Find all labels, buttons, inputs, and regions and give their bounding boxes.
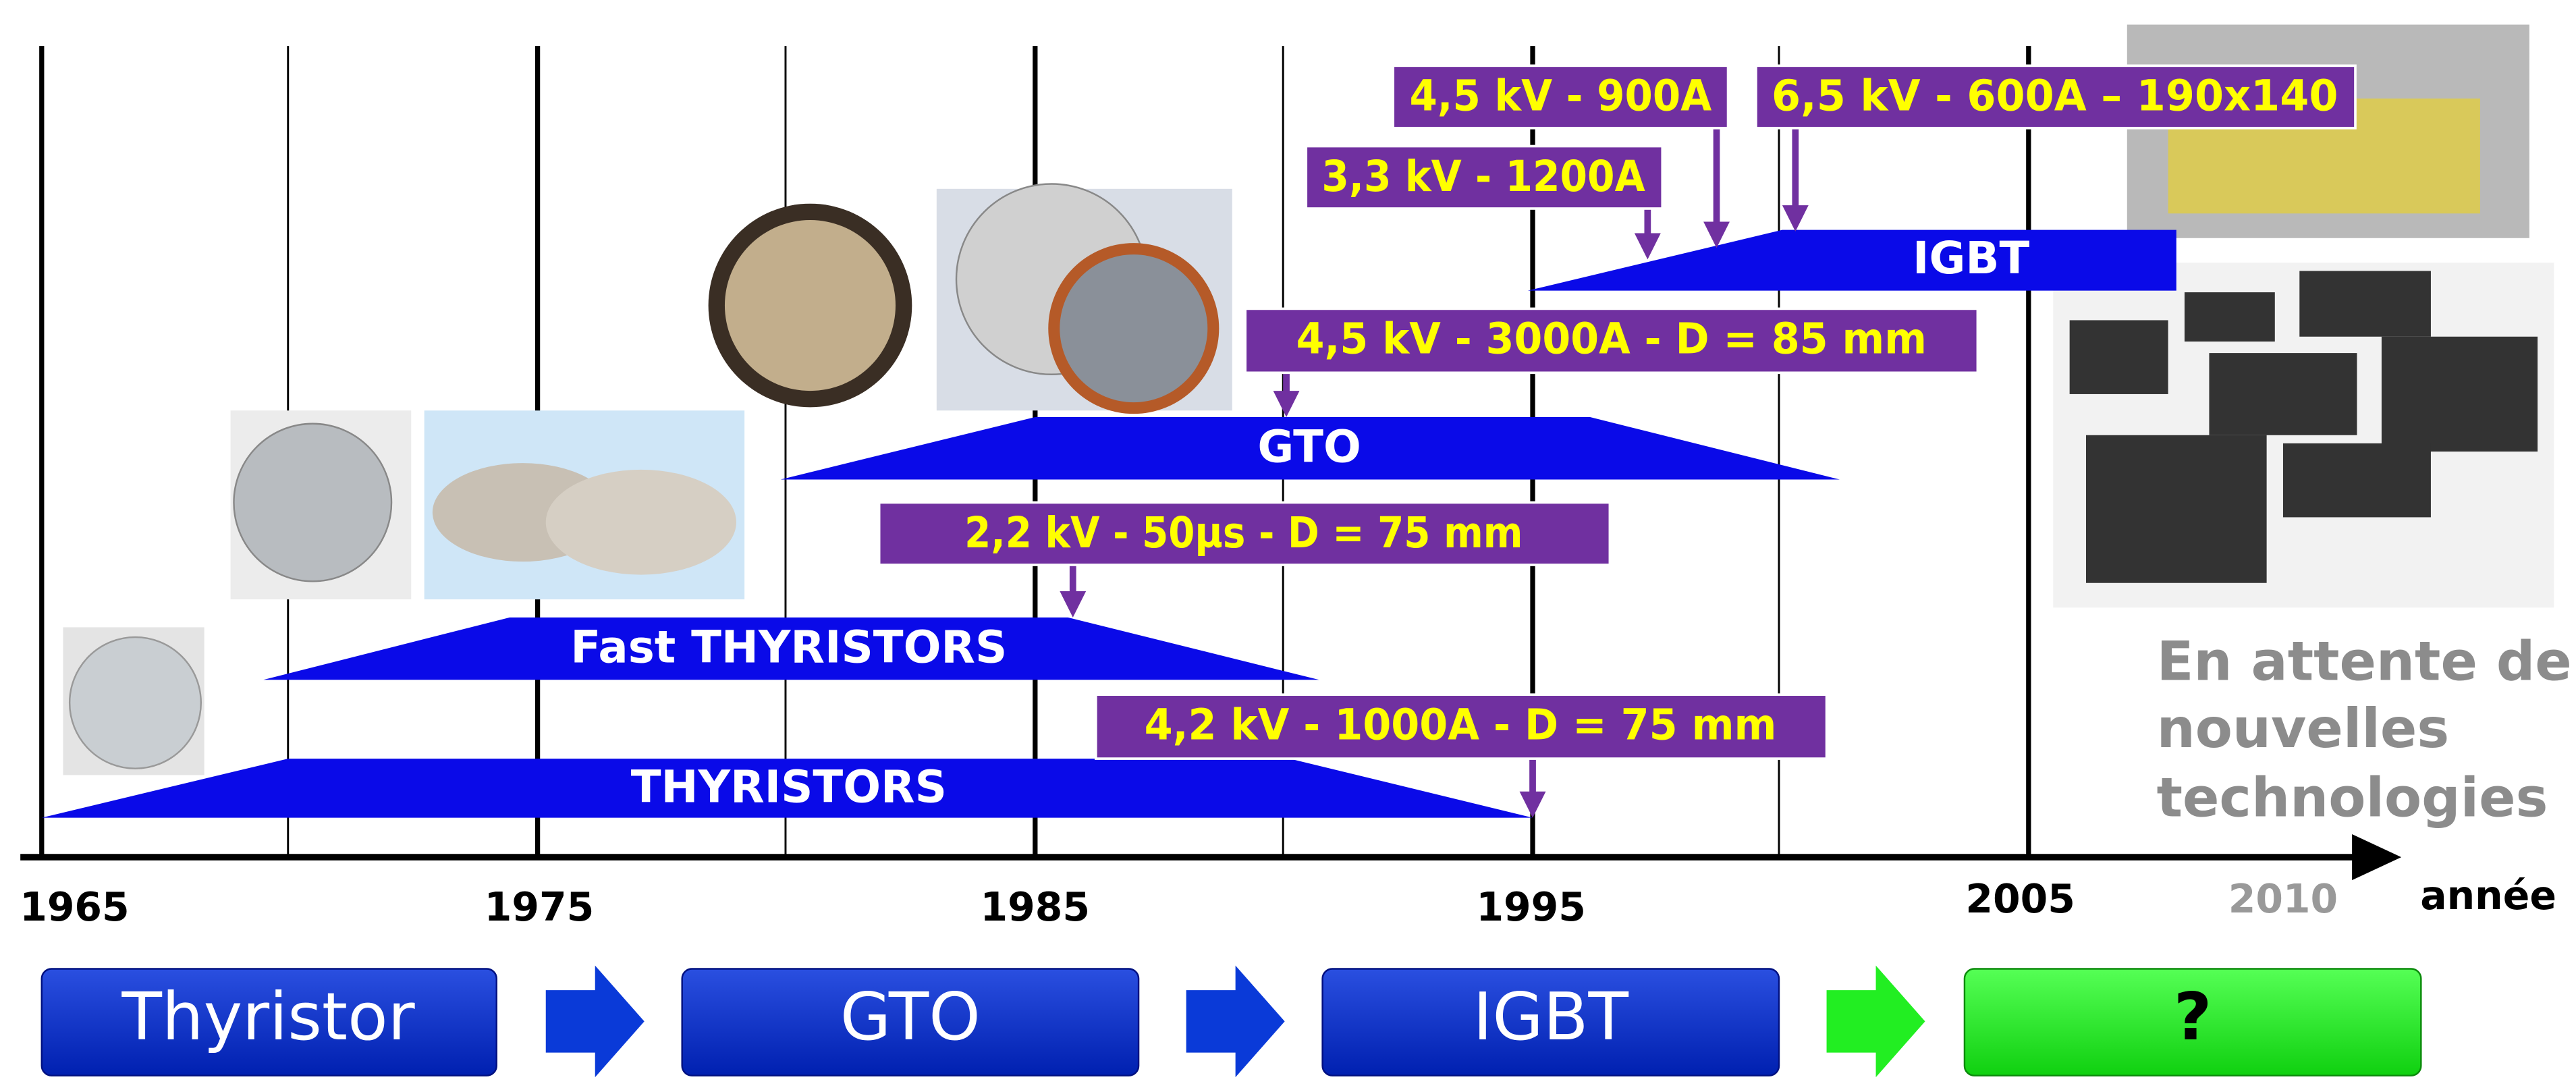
year-label: 1965 [20, 884, 129, 930]
bands: THYRISTORS Fast THYRISTORS GTO IGBT [41, 229, 2176, 818]
band [41, 759, 1533, 818]
time-axis: 1965 1975 1985 1995 2005 2010 année [20, 834, 2556, 930]
band [780, 417, 1840, 480]
stage-label: IGBT [1473, 979, 1629, 1055]
stage-label: GTO [840, 979, 981, 1055]
band-label: Fast THYRISTORS [570, 622, 1007, 674]
annotation: 4,2 kV - 1000A - D = 75 mm [1145, 699, 1777, 749]
stage-label: ? [2174, 979, 2212, 1055]
band-label: IGBT [1913, 233, 2029, 284]
annotation: 6,5 kV - 600A – 190x140 [1772, 71, 2338, 121]
year-label: 1985 [981, 884, 1090, 930]
band [1527, 229, 2176, 291]
note-line: technologies [2157, 765, 2548, 829]
annotation: 2,2 kV - 50µs - D = 75 mm [964, 508, 1523, 557]
band-label: GTO [1257, 422, 1361, 473]
future-year: 2010 [2228, 876, 2338, 922]
stages: Thyristor GTO IGBT ? [40, 965, 2422, 1078]
annotations: 4,5 kV - 900A 6,5 kV - 600A – 190x140 3,… [877, 64, 2357, 760]
note-line: nouvelles [2157, 697, 2450, 760]
year-label: 1975 [485, 884, 594, 930]
band [263, 617, 1319, 680]
note-line: En attente de [2157, 629, 2572, 692]
photos [63, 24, 2554, 775]
axis-unit: année [2420, 873, 2556, 919]
future-note: En attente de nouvelles technologies [2157, 629, 2572, 829]
arrows [1060, 128, 1809, 818]
band-label: THYRISTORS [631, 761, 947, 813]
annotation: 4,5 kV - 3000A - D = 85 mm [1296, 314, 1927, 364]
stage-label: Thyristor [121, 979, 415, 1055]
annotation: 4,5 kV - 900A [1410, 71, 1712, 121]
year-label: 1995 [1476, 884, 1585, 930]
annotation: 3,3 kV - 1200A [1321, 151, 1645, 201]
year-label: 2005 [1965, 876, 2075, 922]
